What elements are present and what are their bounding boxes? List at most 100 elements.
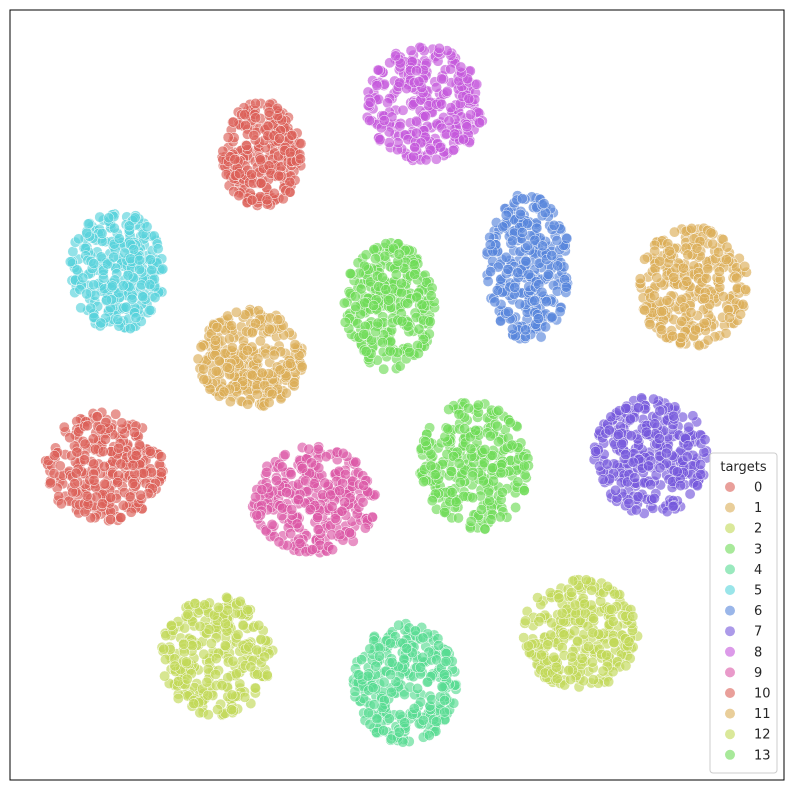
data-point (373, 64, 384, 76)
data-point (95, 251, 107, 263)
data-point (675, 480, 687, 491)
data-point (246, 168, 258, 180)
data-point (397, 736, 409, 748)
data-point (349, 686, 361, 698)
data-point (259, 651, 270, 663)
data-point (471, 78, 483, 90)
data-point (211, 321, 223, 333)
data-point (226, 342, 238, 354)
data-point (261, 669, 273, 681)
legend-label-9: 9 (754, 666, 762, 681)
data-point (253, 619, 265, 631)
data-point (241, 140, 252, 152)
data-point (537, 240, 548, 252)
data-point (130, 450, 142, 461)
data-point (370, 253, 381, 265)
data-point (566, 651, 578, 663)
data-point (274, 364, 286, 376)
data-point (210, 365, 222, 377)
data-point (396, 277, 407, 289)
data-point (542, 269, 554, 280)
data-point (504, 417, 516, 429)
data-point (367, 682, 379, 694)
data-point (71, 446, 83, 458)
data-point (130, 312, 142, 324)
data-point (630, 504, 642, 516)
data-point (472, 399, 484, 411)
data-point (566, 587, 578, 598)
data-point (455, 61, 467, 73)
data-point (449, 128, 461, 140)
data-point (629, 472, 641, 484)
data-point (408, 259, 420, 271)
data-point (720, 254, 732, 266)
data-point (364, 96, 376, 108)
data-point (363, 707, 374, 719)
data-point (494, 511, 506, 523)
data-point (202, 709, 214, 721)
data-point (135, 489, 147, 501)
data-point (605, 411, 617, 423)
data-point (383, 137, 395, 149)
data-point (514, 298, 526, 310)
data-point (482, 275, 494, 287)
data-point (273, 536, 285, 548)
data-point (226, 320, 237, 332)
data-point (210, 653, 222, 664)
data-point (404, 346, 416, 358)
points-layer (40, 41, 752, 748)
legend-label-12: 12 (754, 728, 771, 743)
data-point (226, 704, 238, 716)
data-point (286, 504, 298, 515)
data-point (362, 670, 374, 682)
data-point (476, 504, 487, 516)
legend-marker-4 (725, 564, 735, 575)
data-point (284, 358, 296, 369)
data-point (397, 104, 409, 116)
data-point (45, 477, 57, 489)
data-point (491, 284, 503, 296)
data-point (447, 144, 459, 156)
data-point (350, 301, 362, 313)
data-point (560, 281, 572, 293)
data-point (668, 410, 679, 422)
data-point (210, 668, 222, 680)
data-point (166, 619, 177, 631)
data-point (368, 244, 380, 255)
data-point (436, 681, 448, 693)
data-point (182, 608, 194, 620)
data-point (169, 660, 181, 672)
data-point (418, 476, 430, 488)
data-point (713, 246, 724, 258)
data-point (405, 45, 417, 57)
data-point (355, 283, 367, 295)
data-point (489, 296, 501, 308)
data-point (79, 438, 91, 450)
data-point (344, 268, 356, 280)
data-point (700, 272, 712, 284)
data-point (289, 339, 301, 351)
data-point (250, 317, 261, 329)
data-point (668, 271, 680, 283)
legend-marker-2 (725, 523, 735, 534)
data-point (453, 457, 465, 469)
data-point (242, 398, 254, 410)
data-point (465, 515, 477, 527)
data-point (419, 436, 431, 447)
data-point (110, 408, 122, 420)
data-point (393, 726, 405, 738)
data-point (205, 637, 217, 649)
data-point (192, 353, 204, 365)
data-point (687, 410, 699, 422)
data-point (242, 604, 253, 616)
data-point (535, 331, 547, 343)
data-point (241, 344, 253, 356)
data-point (155, 467, 167, 479)
data-point (276, 461, 288, 473)
data-point (420, 154, 432, 166)
data-point (739, 260, 751, 272)
data-point (601, 458, 613, 470)
data-point (415, 661, 426, 673)
legend-label-6: 6 (754, 604, 762, 619)
data-point (431, 81, 442, 93)
